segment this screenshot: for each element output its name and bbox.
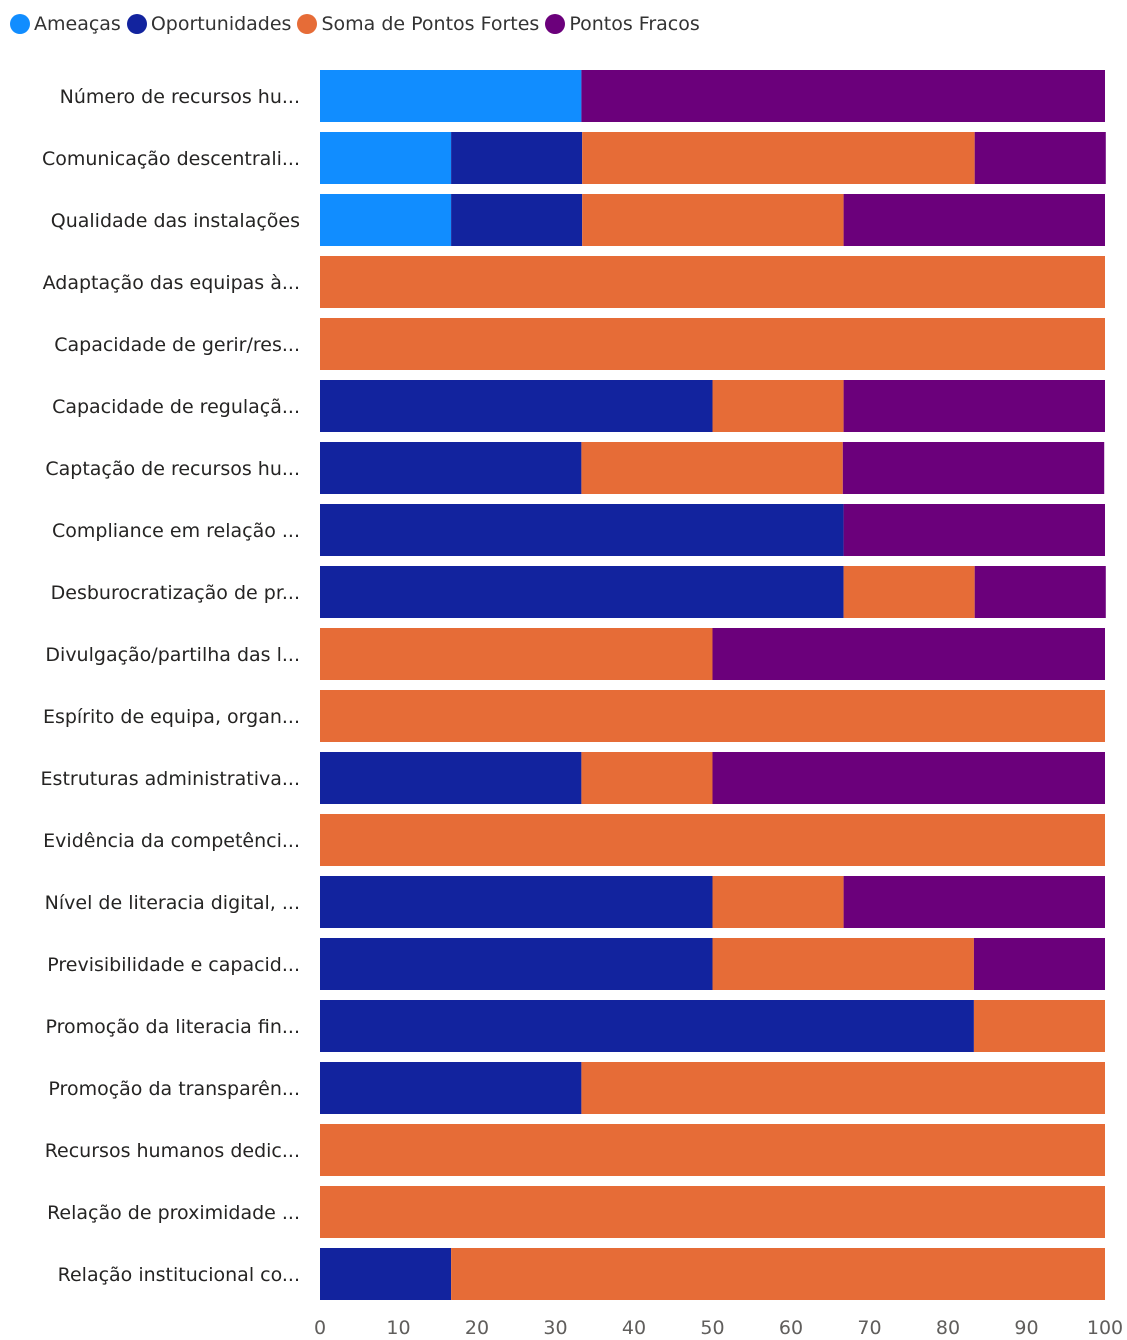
bar-segment-pontos-fracos[interactable]	[712, 628, 1106, 680]
bar-segment-oportunidades[interactable]	[451, 132, 583, 184]
category-label: Número de recursos hu...	[60, 86, 300, 108]
legend-label-ameacas: Ameaças	[34, 13, 121, 35]
bar-segment-pontos-fortes[interactable]	[320, 1124, 1105, 1176]
category-label: Evidência da competênci...	[43, 830, 300, 852]
x-tick-label: 30	[543, 1317, 567, 1339]
bar-segment-pontos-fracos[interactable]	[842, 442, 1105, 494]
bar-segment-pontos-fortes[interactable]	[581, 1062, 1105, 1114]
bar-segment-ameacas[interactable]	[320, 194, 452, 246]
x-tick-label: 10	[386, 1317, 410, 1339]
category-label: Nível de literacia digital, ...	[45, 892, 300, 914]
bar-segment-pontos-fortes[interactable]	[973, 1000, 1105, 1052]
bar-segment-pontos-fortes[interactable]	[712, 938, 974, 990]
bar-segment-oportunidades[interactable]	[451, 194, 583, 246]
bar-segment-pontos-fracos[interactable]	[843, 194, 1105, 246]
bar-segment-oportunidades[interactable]	[320, 876, 713, 928]
legend-marker-ameacas	[10, 14, 30, 34]
category-label: Recursos humanos dedic...	[45, 1140, 300, 1162]
category-label: Comunicação descentrali...	[42, 148, 300, 170]
category-label: Desburocratização de pr...	[51, 582, 300, 604]
category-label: Promoção da transparên...	[48, 1078, 300, 1100]
category-label: Estruturas administrativa...	[41, 768, 300, 790]
x-tick-label: 20	[465, 1317, 489, 1339]
bar-segment-pontos-fortes[interactable]	[712, 876, 844, 928]
bar-segment-pontos-fortes[interactable]	[581, 442, 843, 494]
bar-segment-pontos-fortes[interactable]	[451, 1248, 1106, 1300]
bar-segment-pontos-fortes[interactable]	[320, 628, 713, 680]
legend-marker-pontos-fracos	[545, 14, 566, 34]
legend-label-pontos-fracos: Pontos Fracos	[569, 13, 700, 35]
bar-segment-oportunidades[interactable]	[320, 938, 713, 990]
bar-segment-pontos-fortes[interactable]	[320, 1186, 1105, 1238]
legend-label-pontos-fortes: Soma de Pontos Fortes	[321, 13, 540, 35]
legend-marker-oportunidades	[126, 14, 147, 34]
bar-segment-pontos-fracos[interactable]	[712, 752, 1106, 804]
category-label: Promoção da literacia fin...	[46, 1016, 300, 1038]
bar-segment-oportunidades[interactable]	[320, 566, 844, 618]
bar-segment-pontos-fortes[interactable]	[320, 690, 1105, 742]
bar-segment-pontos-fracos[interactable]	[843, 876, 1105, 928]
bar-segment-pontos-fortes[interactable]	[320, 814, 1105, 866]
bar-segment-pontos-fracos[interactable]	[843, 504, 1105, 556]
category-label: Compliance em relação ...	[52, 520, 300, 542]
legend-item-oportunidades[interactable]: Oportunidades	[126, 13, 292, 35]
bar-segment-oportunidades[interactable]	[320, 504, 844, 556]
category-label: Espírito de equipa, organ...	[43, 706, 300, 728]
category-label: Capacidade de regulaçã...	[52, 396, 300, 418]
bar-segment-pontos-fortes[interactable]	[712, 380, 844, 432]
category-label: Relação institucional co...	[58, 1264, 300, 1286]
bar-segment-oportunidades[interactable]	[320, 1248, 452, 1300]
category-label: Divulgação/partilha das l...	[45, 644, 300, 666]
chart-legend: Ameaças Oportunidades Soma de Pontos For…	[10, 10, 706, 38]
bar-segment-pontos-fracos[interactable]	[973, 938, 1105, 990]
bar-segment-pontos-fracos[interactable]	[581, 70, 1105, 122]
category-label: Relação de proximidade ...	[47, 1202, 300, 1224]
category-label: Previsibilidade e capacid...	[47, 954, 300, 976]
x-tick-label: 60	[779, 1317, 803, 1339]
x-tick-label: 90	[1014, 1317, 1038, 1339]
bar-segment-oportunidades[interactable]	[320, 1000, 974, 1052]
bar-segment-pontos-fortes[interactable]	[582, 194, 844, 246]
x-tick-label: 70	[857, 1317, 881, 1339]
bar-segment-pontos-fortes[interactable]	[582, 132, 975, 184]
x-tick-label: 80	[936, 1317, 960, 1339]
bar-segment-oportunidades[interactable]	[320, 442, 582, 494]
legend-item-pontos-fracos[interactable]: Pontos Fracos	[545, 13, 700, 35]
bar-segment-pontos-fortes[interactable]	[843, 566, 975, 618]
bar-segment-oportunidades[interactable]	[320, 1062, 582, 1114]
bar-segment-pontos-fortes[interactable]	[581, 752, 713, 804]
bar-segment-pontos-fortes[interactable]	[320, 256, 1105, 308]
bar-segment-pontos-fortes[interactable]	[320, 318, 1105, 370]
x-tick-label: 0	[314, 1317, 326, 1339]
bar-segment-pontos-fracos[interactable]	[974, 132, 1106, 184]
x-tick-label: 100	[1087, 1317, 1123, 1339]
bar-segment-oportunidades[interactable]	[320, 380, 713, 432]
category-label: Captação de recursos hu...	[45, 458, 300, 480]
legend-label-oportunidades: Oportunidades	[150, 13, 292, 35]
category-label: Qualidade das instalações	[51, 210, 300, 232]
x-tick-label: 40	[622, 1317, 646, 1339]
bar-segment-ameacas[interactable]	[320, 132, 452, 184]
category-label: Capacidade de gerir/res...	[54, 334, 300, 356]
category-label: Adaptação das equipas à...	[43, 272, 300, 294]
legend-item-ameacas[interactable]: Ameaças	[10, 13, 121, 35]
x-tick-label: 50	[700, 1317, 724, 1339]
bar-segment-ameacas[interactable]	[320, 70, 582, 122]
legend-marker-pontos-fortes	[297, 14, 318, 34]
bar-segment-oportunidades[interactable]	[320, 752, 582, 804]
bar-segment-pontos-fracos[interactable]	[974, 566, 1106, 618]
bar-segment-pontos-fracos[interactable]	[843, 380, 1105, 432]
legend-item-pontos-fortes[interactable]: Soma de Pontos Fortes	[297, 13, 539, 35]
